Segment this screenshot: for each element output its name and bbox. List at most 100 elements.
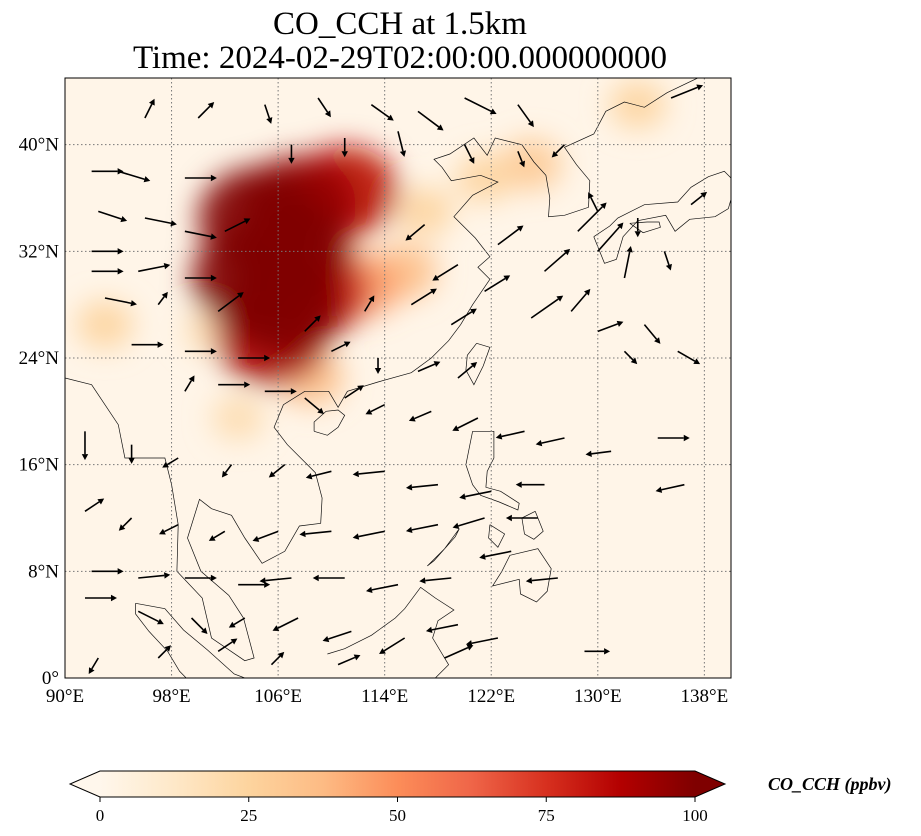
wind-vector-arrow (331, 341, 351, 353)
wind-vector-arrow (663, 251, 672, 271)
colorbar-extend-high (695, 771, 725, 797)
wind-vector-arrow (379, 637, 406, 654)
wind-vector-arrow (137, 610, 164, 625)
wind-vector-arrow (104, 297, 137, 307)
wind-vector-arrow (337, 654, 361, 666)
wind-vector-arrow (118, 517, 133, 531)
coastline (427, 528, 460, 567)
wind-vector-arrow (623, 350, 638, 365)
longitude-tick-label: 130°E (574, 686, 622, 707)
wind-vector-arrow (497, 225, 524, 246)
wind-vector-arrow (84, 594, 117, 602)
latitude-tick-label: 24°N (19, 348, 60, 369)
wind-vector-arrow (91, 248, 124, 255)
wind-vector-arrow (228, 617, 246, 628)
co-plume (76, 300, 134, 349)
wind-vector-arrow (690, 191, 708, 206)
wind-vector-arrow (238, 581, 271, 588)
wind-vector-arrow (138, 262, 171, 273)
wind-vector-arrow (144, 98, 155, 119)
wind-vector-arrow (144, 217, 177, 227)
wind-vector-arrow (157, 645, 172, 659)
wind-vector-arrow (221, 464, 233, 478)
wind-vector-arrow (517, 104, 534, 128)
coastline (327, 586, 455, 678)
wind-vector-arrow (657, 434, 690, 442)
wind-vector-arrow (479, 550, 512, 560)
wind-vector-arrow (217, 292, 244, 312)
wind-vector-arrow (272, 617, 299, 631)
colorbar-tick-label: 100 (682, 806, 708, 825)
wind-vector-arrow (118, 170, 151, 183)
wind-vector-arrow (623, 246, 633, 279)
wind-vector-arrow (184, 230, 217, 240)
coastline (135, 602, 245, 678)
wind-vector-arrow (419, 577, 452, 584)
wind-vector-arrow (184, 574, 217, 582)
wind-vector-arrow (551, 144, 566, 158)
wind-vector-arrow (304, 397, 324, 414)
longitude-tick-label: 114°E (361, 686, 408, 707)
wind-vector-arrow (252, 530, 279, 542)
wind-vector-arrow (374, 358, 382, 374)
wind-vector-arrow (224, 218, 251, 233)
wind-vector-arrow (184, 274, 217, 282)
wind-vector-arrow (444, 644, 474, 659)
gridline-layer (65, 78, 731, 678)
wind-vector-arrow (184, 375, 195, 392)
coastline (491, 548, 552, 603)
wind-vector-arrow (588, 192, 599, 212)
wind-vector-arrow (459, 490, 492, 500)
wind-vector-arrow (88, 657, 99, 674)
colorbar-gradient (100, 771, 695, 797)
axis-tick-layer: 90°E 98°E 106°E 114°E 122°E 130°E 138°E 0° 8°N 16… (19, 135, 729, 707)
wind-vector-arrow (543, 248, 571, 272)
wind-vector-arrow (452, 417, 479, 431)
wind-vector-arrow (432, 263, 459, 281)
wind-vector-arrow (530, 295, 564, 319)
wind-vector-arrow (634, 218, 641, 238)
map-frame (64, 77, 732, 679)
latitude-tick-label: 16°N (19, 455, 60, 476)
wind-vector-arrow (484, 275, 511, 293)
colorbar-label: CO_CCH (ppbv) (768, 774, 892, 795)
wind-vector-arrow (259, 577, 292, 584)
wind-vector-arrow (463, 144, 475, 164)
wind-vector-arrow (305, 470, 332, 480)
wind-vector-arrow (84, 498, 105, 512)
co-plume (500, 138, 562, 191)
wind-vector-arrow (425, 623, 459, 634)
wind-vector-arrow (218, 381, 251, 388)
wind-vector-arrow (159, 523, 179, 535)
map-background (65, 78, 731, 678)
coastline (135, 603, 187, 678)
coastline (629, 221, 661, 234)
wind-vector-arrow (597, 320, 624, 333)
wind-vector-arrow (344, 385, 364, 399)
wind-vector-arrow (190, 617, 208, 634)
wind-vector-arrow (131, 341, 164, 348)
wind-vector-arrow (264, 104, 273, 124)
co-plume (396, 187, 454, 236)
wind-vector-arrow (570, 288, 591, 312)
colorbar: 0 25 50 75 100 CO_CCH (ppbv) (68, 770, 892, 825)
wind-vector-arrow (515, 481, 545, 488)
wind-vector-arrow (208, 530, 226, 541)
longitude-tick-label: 138°E (681, 686, 729, 707)
coastline (465, 430, 520, 511)
wind-vector-arrow (457, 362, 478, 379)
wind-vector-arrow (405, 224, 426, 241)
wind-vector-arrow (162, 457, 179, 468)
wind-vector-arrow (405, 483, 439, 491)
wind-vector-arrow (238, 354, 271, 362)
wind-vector-arrow (525, 577, 558, 584)
wind-vector-arrow (408, 410, 432, 422)
wind-vector-arrow (397, 131, 407, 157)
wind-vector-arrow (655, 483, 685, 493)
wind-vector-arrow (264, 388, 297, 395)
longitude-tick-label: 122°E (467, 686, 515, 707)
wind-vector-arrow (312, 574, 345, 582)
wind-vector-arrow (91, 568, 124, 575)
wind-vector-arrow (352, 470, 385, 478)
